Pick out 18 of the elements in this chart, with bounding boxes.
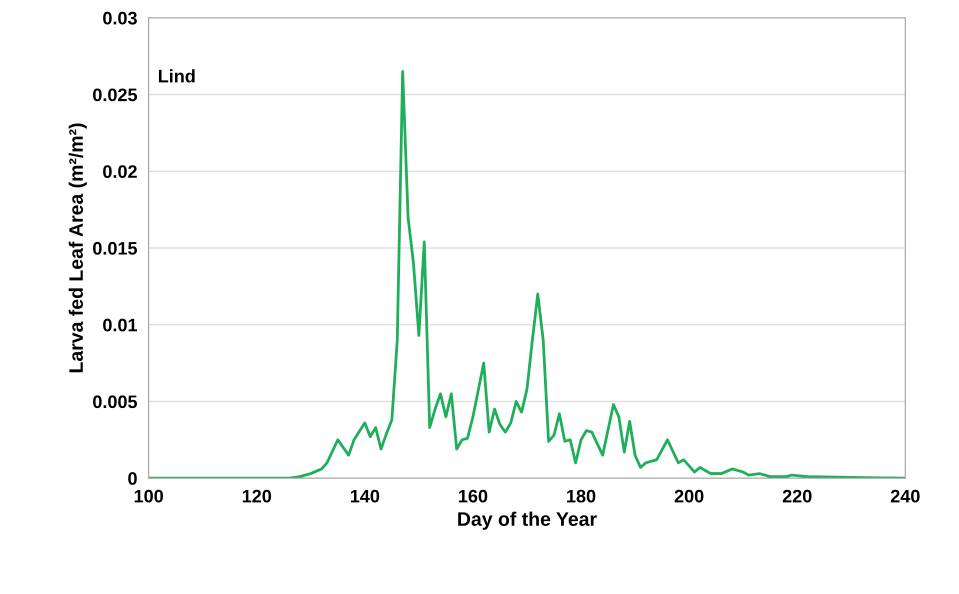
y-tick-label: 0.01 <box>103 318 138 332</box>
x-tick-label: 100 <box>134 490 163 503</box>
x-tick-label: 160 <box>459 490 488 503</box>
y-tick-label: 0.025 <box>93 88 138 102</box>
x-tick-label: 240 <box>890 490 920 503</box>
x-axis-title: Day of the Year <box>458 512 597 530</box>
y-tick-label: 0.005 <box>93 395 138 408</box>
x-tick-label: 180 <box>567 490 596 503</box>
y-tick-label: 0.02 <box>103 165 137 178</box>
x-tick-label: 120 <box>242 490 272 503</box>
annotation: Lind <box>158 69 195 83</box>
x-tick-label: 220 <box>782 490 812 503</box>
y-tick-label: 0.03 <box>103 12 137 25</box>
y-tick-label: 0 <box>128 472 137 485</box>
x-tick-label: 200 <box>674 490 704 503</box>
x-tick-label: 140 <box>350 490 380 503</box>
y-tick-label: 0.015 <box>93 242 138 255</box>
y-axis-title: Larva fed Leaf Area (m²/m²) <box>68 123 87 372</box>
